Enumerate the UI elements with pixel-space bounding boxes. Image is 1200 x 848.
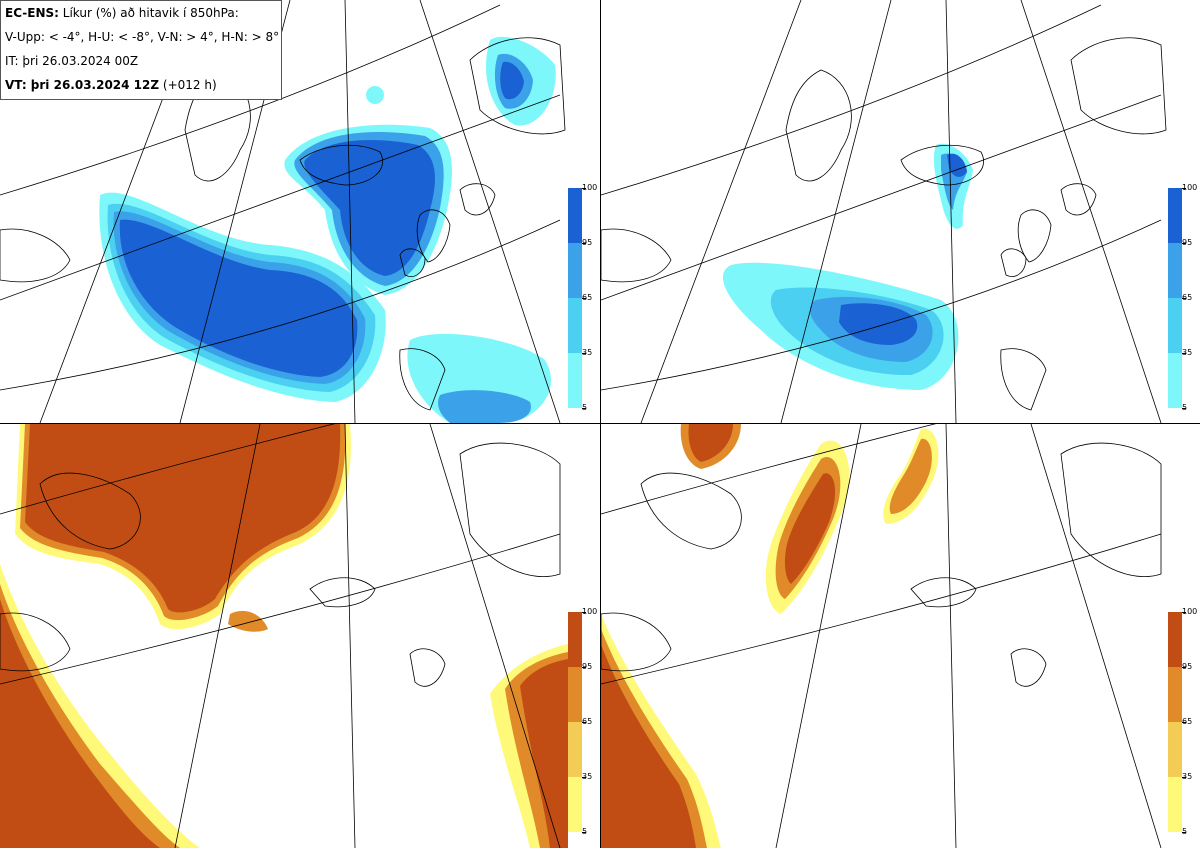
- graticule: [601, 424, 1162, 848]
- map-bottom-left: [0, 424, 568, 848]
- legend-label: 100: [582, 183, 598, 192]
- coastline: [0, 37, 566, 411]
- probability-cold-area-1: [99, 192, 386, 402]
- probability-cold-area-2: [284, 124, 453, 295]
- legend-warm-bottom-right: 100 95 65 35 5: [1168, 608, 1200, 836]
- map-panel-bottom-left: 100 95 65 35 5: [0, 424, 600, 848]
- probability-cold-area-3: [407, 333, 551, 423]
- info-line-3: IT: þri 26.03.2024 00Z: [5, 54, 139, 68]
- legend-tick: [1182, 612, 1186, 613]
- legend-tick: [1182, 777, 1186, 778]
- legend-label: 35: [1182, 772, 1193, 781]
- legend-tick: [582, 298, 586, 299]
- graticule: [0, 0, 561, 423]
- legend-tick: [582, 188, 586, 189]
- info-line-4: VT: þri 26.03.2024 12Z (+012 h): [5, 78, 217, 92]
- legend-swatch: [1168, 243, 1182, 298]
- legend-swatch: [568, 188, 582, 243]
- legend-tick: [1182, 188, 1186, 189]
- graticule: [0, 424, 561, 848]
- legend-tick: [582, 353, 586, 354]
- legend-swatch: [568, 667, 582, 722]
- legend-label: 95: [582, 662, 593, 671]
- legend-swatch: [1168, 667, 1182, 722]
- legend-label: 5: [582, 403, 588, 412]
- map-bottom-right: [601, 424, 1162, 848]
- legend-label: 65: [582, 717, 593, 726]
- legend-label: 100: [1182, 607, 1198, 616]
- probability-warm-area-7: [601, 614, 721, 848]
- legend-label: 65: [582, 293, 593, 302]
- legend-tick: [1182, 408, 1186, 409]
- legend-swatch: [1168, 777, 1182, 832]
- probability-warm-area-4: [680, 424, 741, 469]
- legend-label: 95: [1182, 238, 1193, 247]
- legend-label: 5: [1182, 827, 1188, 836]
- legend-label: 95: [582, 238, 593, 247]
- legend-cold-top-left: 100 95 65 35 5: [568, 184, 600, 412]
- legend-swatch: [1168, 722, 1182, 777]
- legend-label: 95: [1182, 662, 1193, 671]
- legend-label: 65: [1182, 717, 1193, 726]
- coastline: [0, 442, 561, 687]
- legend-tick: [582, 243, 586, 244]
- info-line-2: V-Upp: < -4°, H-U: < -8°, V-N: > 4°, H-N…: [5, 30, 280, 44]
- legend-label: 100: [1182, 183, 1198, 192]
- probability-warm-area-5: [765, 440, 850, 614]
- legend-swatch: [568, 353, 582, 408]
- map-panel-top-left: EC-ENS: Líkur (%) að hitavik í 850hPa: V…: [0, 0, 600, 423]
- legend-tick: [582, 667, 586, 668]
- map-panel-top-right: 100 95 65 35 5: [601, 0, 1200, 423]
- graticule: [601, 0, 1162, 423]
- legend-swatch: [1168, 612, 1182, 667]
- legend-label: 35: [582, 772, 593, 781]
- legend-swatch: [1168, 298, 1182, 353]
- info-line-1: EC-ENS: Líkur (%) að hitavik í 850hPa:: [5, 6, 239, 20]
- legend-tick: [582, 832, 586, 833]
- probability-warm-area-6: [883, 428, 939, 524]
- panel-divider-horizontal: [0, 423, 1200, 424]
- probability-warm-area-1: [15, 424, 351, 632]
- legend-tick: [1182, 298, 1186, 299]
- forecast-info-box: EC-ENS: Líkur (%) að hitavik í 850hPa: V…: [0, 0, 282, 100]
- probability-cold-area-6: [933, 143, 973, 229]
- probability-cold-area-5: [722, 262, 959, 390]
- legend-swatch: [568, 777, 582, 832]
- legend-swatch: [568, 243, 582, 298]
- map-panel-bottom-right: 100 95 65 35 5: [601, 424, 1200, 848]
- legend-tick: [582, 777, 586, 778]
- legend-swatch: [568, 722, 582, 777]
- legend-tick: [1182, 722, 1186, 723]
- probability-cold-area-4: [366, 36, 556, 126]
- legend-label: 35: [1182, 348, 1193, 357]
- legend-warm-bottom-left: 100 95 65 35 5: [568, 608, 600, 836]
- legend-tick: [1182, 667, 1186, 668]
- legend-label: 35: [582, 348, 593, 357]
- legend-tick: [582, 612, 586, 613]
- legend-label: 5: [582, 827, 588, 836]
- legend-tick: [1182, 353, 1186, 354]
- probability-warm-area-2: [0, 564, 200, 848]
- legend-swatch: [568, 298, 582, 353]
- map-top-right: [601, 0, 1167, 423]
- legend-swatch: [1168, 188, 1182, 243]
- legend-label: 65: [1182, 293, 1193, 302]
- coastline: [601, 37, 1167, 411]
- legend-tick: [1182, 832, 1186, 833]
- legend-swatch: [568, 612, 582, 667]
- legend-label: 100: [582, 607, 598, 616]
- legend-cold-top-right: 100 95 65 35 5: [1168, 184, 1200, 412]
- legend-label: 5: [1182, 403, 1188, 412]
- map-top-left: [0, 0, 566, 423]
- legend-tick: [582, 408, 586, 409]
- legend-swatch: [1168, 353, 1182, 408]
- panel-divider-vertical: [600, 0, 601, 848]
- legend-tick: [582, 722, 586, 723]
- coastline: [601, 442, 1162, 687]
- legend-tick: [1182, 243, 1186, 244]
